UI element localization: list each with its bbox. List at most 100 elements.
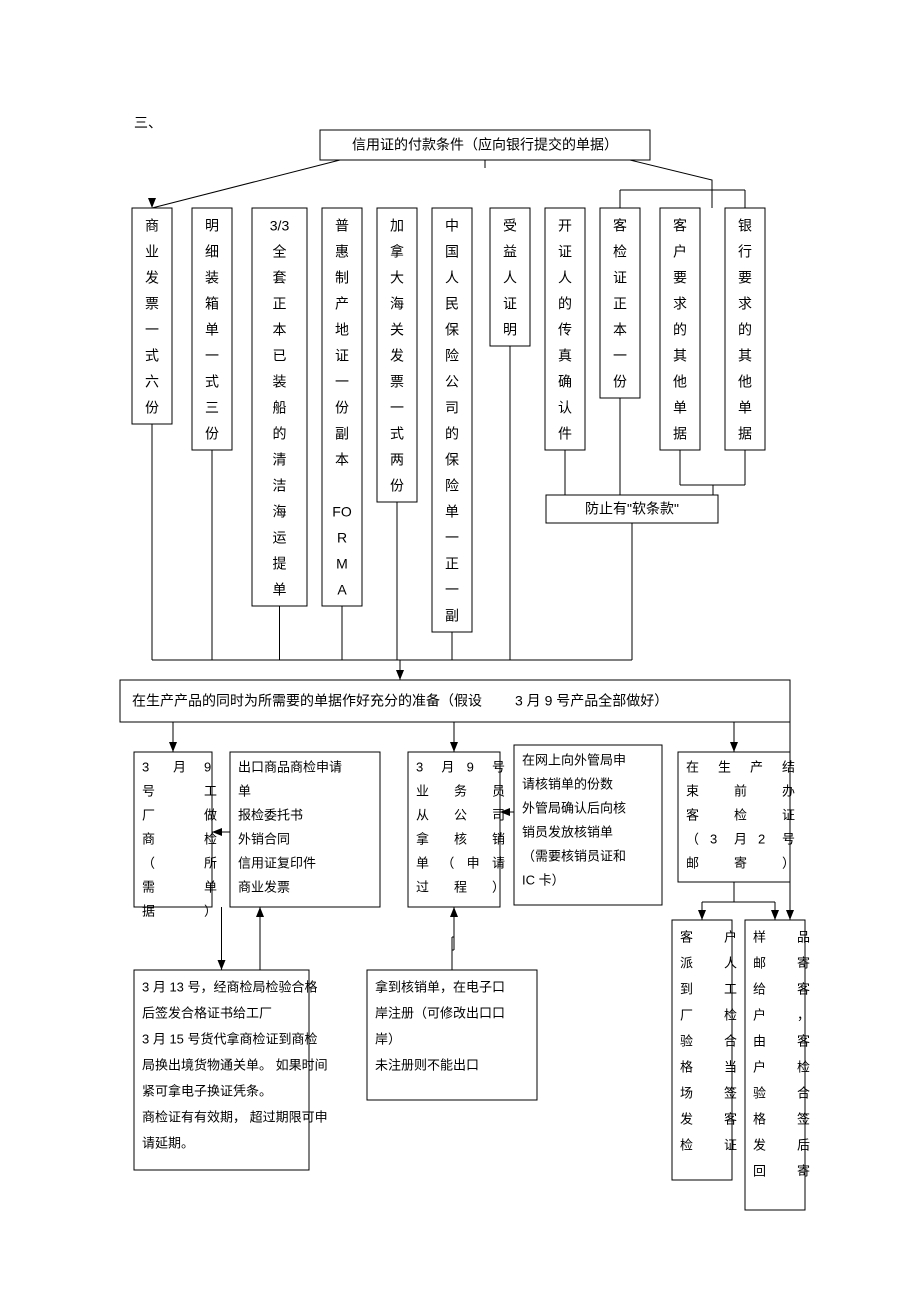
- doc-char: 一: [205, 348, 219, 364]
- doc-char: 户: [673, 244, 687, 260]
- m5-line: （: [686, 831, 699, 846]
- edge: [630, 160, 712, 208]
- m3-line: 拿: [416, 831, 429, 846]
- b4-c: 样: [753, 929, 766, 944]
- b3-c: 客: [724, 1111, 737, 1126]
- b4-c: 格: [753, 1111, 766, 1126]
- doc-char: 副: [445, 608, 459, 624]
- m3-line: 单: [416, 855, 429, 870]
- doc-char: 明: [205, 218, 219, 234]
- arrowhead: [786, 910, 794, 920]
- m3-line: 务: [454, 783, 467, 798]
- doc-char: 业: [145, 244, 159, 260]
- doc-char: 加: [390, 218, 404, 234]
- m5-line: 证: [782, 807, 795, 822]
- doc-char: 六: [145, 374, 159, 390]
- doc-char: 大: [390, 270, 404, 286]
- b1-line: 紧可拿电子换证凭条。: [142, 1083, 272, 1098]
- doc-char: 真: [558, 348, 572, 364]
- doc-char: 地: [335, 322, 349, 338]
- m5-line: 在: [686, 759, 699, 774]
- b3-c: 合: [724, 1033, 737, 1048]
- m2-line: 单: [238, 783, 251, 798]
- doc-char: 票: [145, 296, 159, 312]
- doc-char: 单: [673, 400, 687, 416]
- arrowhead: [396, 670, 404, 680]
- doc-char: 本: [613, 322, 627, 338]
- arrowhead: [169, 742, 177, 752]
- b3-c: 格: [680, 1059, 693, 1074]
- m1-line: 据: [142, 903, 155, 918]
- m3-line: 从: [416, 807, 429, 822]
- doc-char: 的: [445, 426, 459, 442]
- prep-text-left: 在生产产品的同时为所需要的单据作好充分的准备（假设: [132, 693, 482, 709]
- doc-char: 据: [738, 426, 752, 442]
- m3-line: 月: [441, 759, 454, 774]
- m5-line: 寄: [734, 855, 747, 870]
- m2-line: 出口商品商检申请: [238, 759, 342, 774]
- doc-char: 发: [145, 270, 159, 286]
- m3-line: ）: [492, 879, 505, 894]
- doc-char: 两: [390, 452, 404, 468]
- b3-c: 户: [724, 929, 737, 944]
- doc-char: 求: [673, 296, 687, 312]
- m3-line: 号: [492, 759, 505, 774]
- doc-char: 提: [273, 556, 287, 572]
- doc-char: 关: [390, 322, 404, 338]
- b2-line: 岸注册（可修改出口口: [375, 1005, 505, 1020]
- b4-c: 品: [797, 929, 810, 944]
- b4-c: 验: [753, 1085, 766, 1100]
- doc-char: 三: [205, 400, 219, 416]
- doc-char: 3/3: [270, 218, 290, 234]
- b4-c: 客: [797, 981, 810, 996]
- b4-c: 签: [797, 1111, 810, 1126]
- m4-line: 请核销单的份数: [522, 776, 613, 791]
- b3-c: 派: [680, 955, 693, 970]
- m5-line: 客: [686, 807, 699, 822]
- m5-line: 产: [750, 759, 763, 774]
- m1-line: 厂: [142, 807, 155, 822]
- b4-c: 由: [753, 1033, 766, 1048]
- doc-char: 船: [273, 400, 287, 416]
- m5-line: 办: [782, 783, 795, 798]
- b3-c: 检: [680, 1137, 693, 1152]
- doc-char: 行: [738, 244, 752, 260]
- m1-line: ）: [204, 903, 217, 918]
- arrowhead: [148, 198, 156, 208]
- m3-line: 3: [416, 759, 423, 774]
- m2-line: 外销合同: [238, 831, 290, 846]
- b1-line: 请延期。: [142, 1135, 194, 1150]
- b4-c: 户: [753, 1059, 766, 1074]
- b4-c: 发: [753, 1137, 766, 1152]
- doc-char: 份: [335, 400, 349, 416]
- doc-char: 民: [445, 296, 459, 312]
- b3-c: 签: [724, 1085, 737, 1100]
- m3-line: 程: [454, 879, 467, 894]
- doc-char: 单: [205, 322, 219, 338]
- arrowhead: [218, 960, 226, 970]
- m1-line: 3: [142, 759, 149, 774]
- doc-char: 式: [205, 374, 219, 390]
- doc-char: 国: [445, 244, 459, 260]
- m3-line: 业: [416, 783, 429, 798]
- m4-line: IC 卡）: [522, 872, 565, 887]
- b3-c: 检: [724, 1007, 737, 1022]
- m5-line: 邮: [686, 855, 699, 870]
- m5-line: 生: [718, 759, 731, 774]
- doc-char: 司: [445, 400, 459, 416]
- doc-char: 一: [390, 400, 404, 416]
- m4-line: （需要核销员证和: [522, 848, 626, 863]
- doc-char: 其: [738, 348, 752, 364]
- prep-text-right: 3 月 9 号产品全部做好）: [515, 693, 668, 709]
- m1-line: 月: [173, 759, 186, 774]
- b1-line: 后签发合格证书给工厂: [142, 1005, 272, 1020]
- doc-char: 一: [445, 530, 459, 546]
- edge: [152, 160, 340, 208]
- doc-char: A: [337, 582, 347, 598]
- b1-line: 3 月 15 号货代拿商检证到商检: [142, 1031, 318, 1046]
- m1-line: 做: [204, 807, 217, 822]
- m1-line: 工: [204, 783, 217, 798]
- m5-line: 号: [782, 831, 795, 846]
- doc-char: 开: [558, 218, 572, 234]
- doc-char: 清: [273, 452, 287, 468]
